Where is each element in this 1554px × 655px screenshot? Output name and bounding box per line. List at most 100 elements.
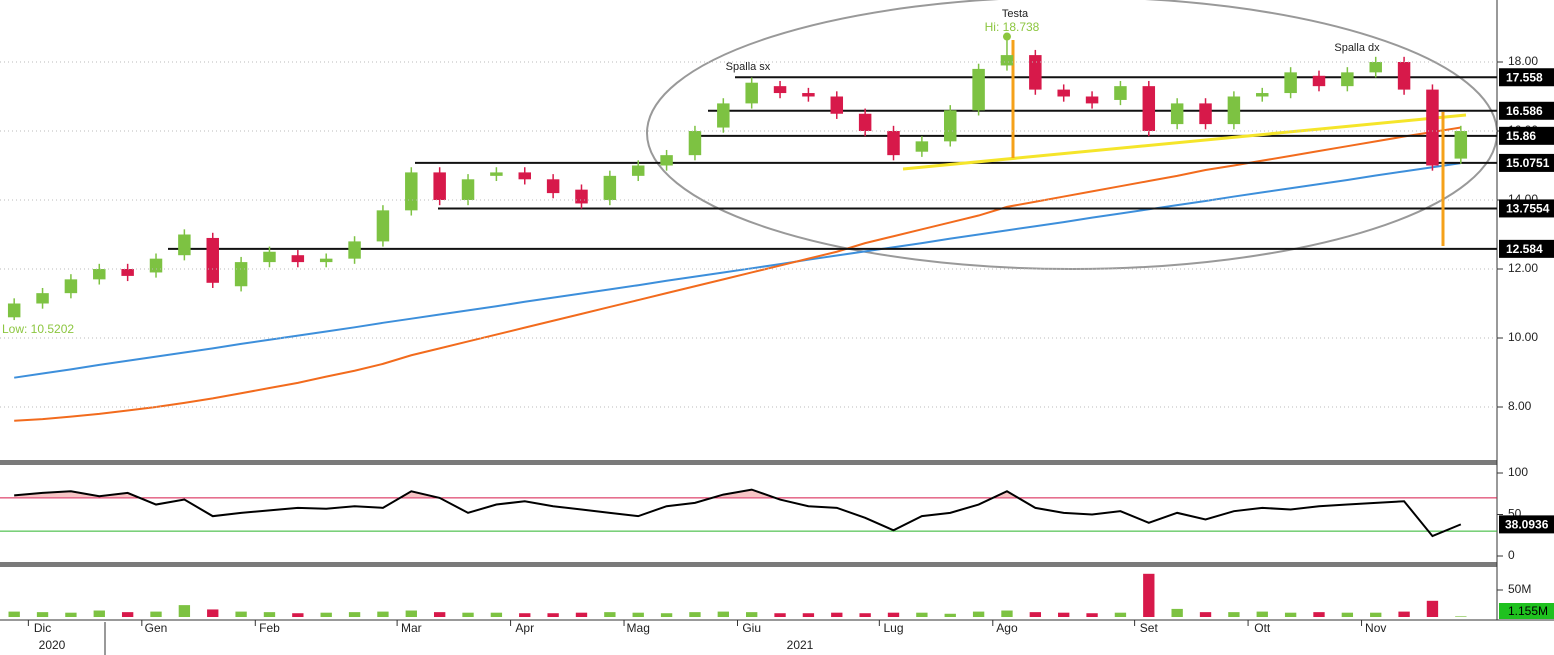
- candle-body: [7, 303, 21, 318]
- volume-bar: [433, 612, 446, 617]
- candle-body: [234, 262, 248, 287]
- volume-bar: [1398, 611, 1410, 617]
- volume-bar: [65, 612, 77, 617]
- level-label-box: [1499, 153, 1554, 172]
- volume-bar: [519, 613, 531, 617]
- candle-body: [121, 269, 134, 276]
- candle-body: [405, 172, 418, 211]
- x-tick-label: Mag: [627, 621, 650, 635]
- y-tick-label: 18.00: [1508, 54, 1538, 68]
- candle-body: [1114, 86, 1127, 100]
- year-label: 2020: [39, 638, 66, 652]
- volume-bar: [831, 612, 843, 617]
- candle-body: [972, 68, 985, 111]
- low-label: Low: 10.5202: [2, 322, 74, 336]
- candle-body: [348, 241, 361, 259]
- candle-body: [1397, 61, 1411, 90]
- volume-bar: [802, 613, 815, 617]
- candle-body: [1284, 72, 1297, 94]
- x-tick-label: Mar: [401, 621, 422, 635]
- volume-bar: [1143, 573, 1155, 617]
- candle-body: [745, 82, 758, 104]
- candle-body: [660, 155, 673, 166]
- candle-body: [376, 210, 390, 242]
- x-tick-label: Nov: [1365, 621, 1386, 635]
- annotation: Spalla dx: [1334, 42, 1380, 54]
- rsi-line: [14, 488, 1462, 538]
- candle-body: [717, 103, 730, 128]
- volume-bar: [689, 612, 701, 617]
- volume-bar: [1370, 612, 1382, 617]
- neckline: [902, 113, 1467, 171]
- candle-body: [1199, 103, 1212, 125]
- volume-bar: [859, 613, 871, 617]
- volume-bar: [1058, 612, 1070, 617]
- volume-bar: [1341, 612, 1354, 617]
- level-label-box: [1499, 126, 1554, 145]
- candle-body: [1341, 72, 1354, 87]
- volume-bar: [292, 613, 304, 617]
- level-label-box: [1499, 68, 1554, 87]
- level-label-box: [1499, 101, 1554, 120]
- candle-body: [461, 179, 475, 201]
- level-label: 15.0751: [1506, 156, 1550, 170]
- moving-average: [14, 126, 1461, 422]
- volume-bar: [944, 613, 956, 617]
- volume-bar: [1171, 608, 1183, 617]
- candle-body: [36, 293, 49, 304]
- candle-body: [944, 110, 957, 142]
- volume-tick-label: 50M: [1508, 582, 1531, 596]
- x-tick-label: Apr: [515, 621, 534, 635]
- y-tick-label: 10.00: [1508, 330, 1538, 344]
- x-tick-label: Dic: [34, 621, 51, 635]
- candle-body: [858, 113, 872, 131]
- volume-bar: [717, 611, 729, 617]
- candle-body: [688, 130, 702, 156]
- candle-body: [149, 258, 163, 273]
- candle-body: [433, 172, 446, 201]
- candle-body: [1312, 75, 1326, 87]
- volume-last-box: [1499, 603, 1554, 619]
- volume-bar: [1199, 612, 1212, 617]
- volume-bar: [462, 612, 474, 617]
- volume-bar: [887, 612, 900, 617]
- level-label-box: [1499, 199, 1554, 218]
- candle-body: [178, 234, 191, 256]
- volume-bar: [972, 611, 985, 617]
- rsi-tick-label: 0: [1508, 548, 1515, 562]
- volume-bar: [235, 611, 247, 617]
- candle-body: [1227, 96, 1241, 125]
- x-tick-label: Feb: [259, 621, 280, 635]
- volume-bar: [916, 612, 928, 617]
- volume-bar: [1256, 611, 1268, 617]
- rsi-last-box: [1499, 515, 1554, 534]
- x-tick-label: Gen: [145, 621, 168, 635]
- candle-body: [887, 130, 900, 156]
- price-panel: [7, 32, 1497, 422]
- volume-bar: [604, 612, 616, 617]
- level-label: 13.7554: [1506, 202, 1550, 216]
- candle-body: [603, 175, 617, 201]
- volume-bar: [8, 611, 20, 617]
- candle-body: [1369, 61, 1382, 73]
- volume-bar: [207, 609, 219, 617]
- volume-bar: [547, 613, 559, 617]
- candle-body: [206, 237, 219, 283]
- candle-body: [263, 251, 276, 263]
- candle-body: [64, 279, 78, 294]
- annotation: Testa: [1002, 8, 1029, 20]
- volume-bar: [1284, 612, 1297, 617]
- volume-bar: [1455, 616, 1467, 617]
- rsi-last-label: 38.0936: [1505, 518, 1549, 532]
- volume-bar: [405, 610, 417, 617]
- panel-separator: [0, 460, 1497, 465]
- candle-body: [575, 189, 588, 204]
- panel-separator: [0, 562, 1497, 567]
- volume-bar: [632, 612, 644, 617]
- x-tick-label: Lug: [883, 621, 903, 635]
- volume-bar: [575, 612, 588, 617]
- volume-bar: [320, 612, 332, 617]
- x-tick-label: Ago: [996, 621, 1018, 635]
